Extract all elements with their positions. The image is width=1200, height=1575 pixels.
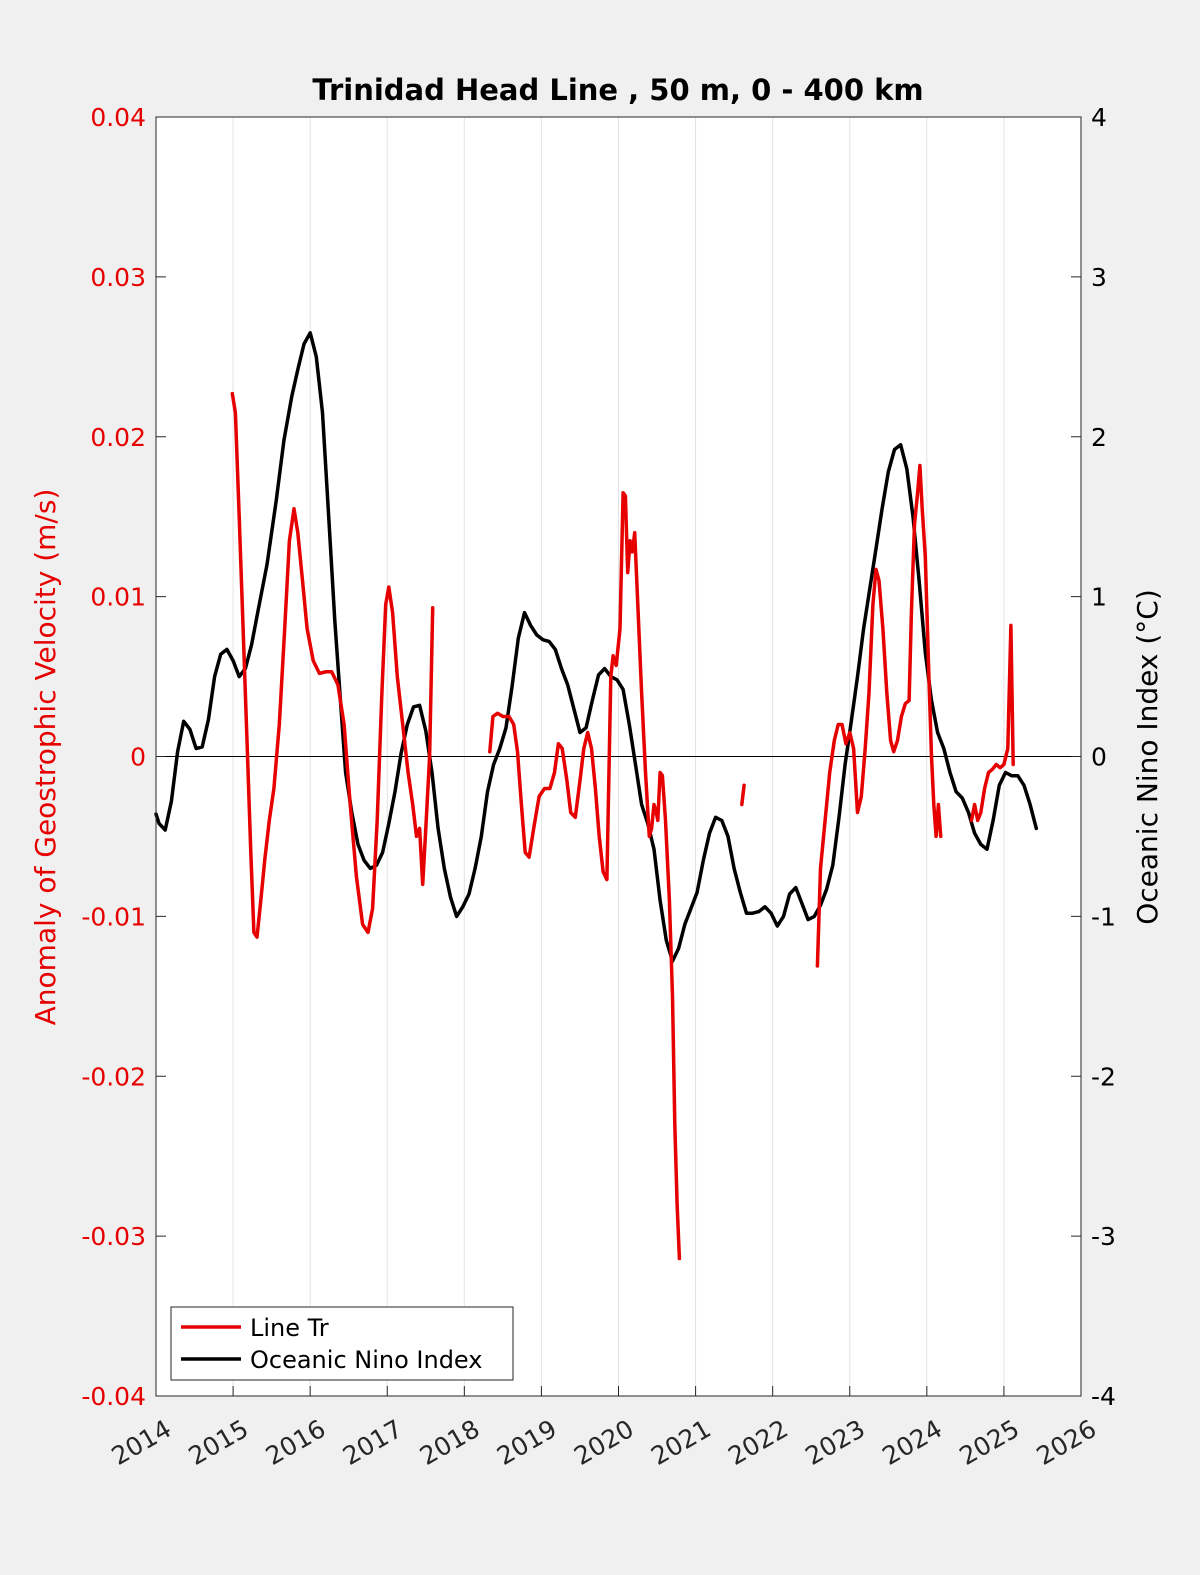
series-group [154, 331, 1039, 1261]
right-y-tick-label: 4 [1091, 103, 1107, 132]
series-line-line-tr-segment-4 [815, 463, 943, 968]
series-line-line-tr-segment-2 [488, 490, 682, 1261]
left-y-tick-label: 0.01 [90, 583, 146, 612]
left-y-tick-label: 0.04 [90, 103, 146, 132]
right-y-tick-label: 0 [1091, 743, 1107, 772]
legend-box [170, 1306, 514, 1381]
right-y-axis-label: Oceanic Nino Index (°C) [1131, 589, 1164, 925]
series-line-line-tr-segment-5 [969, 623, 1015, 823]
left-y-tick-label: 0.02 [90, 423, 146, 452]
left-y-tick-label: -0.02 [81, 1062, 146, 1091]
right-y-tick-label: 3 [1091, 263, 1107, 292]
left-y-tick-label: 0 [130, 743, 146, 772]
right-y-tick-label: -4 [1091, 1382, 1116, 1411]
right-y-tick-label: 2 [1091, 423, 1107, 452]
left-y-axis-label: Anomaly of Geostrophic Velocity (m/s) [29, 489, 62, 1026]
series-line-line-tr-segment-1 [230, 391, 435, 939]
left-y-tick-label: 0.03 [90, 263, 146, 292]
right-y-tick-label: -3 [1091, 1222, 1116, 1251]
right-y-axis-ticks: 4 3 2 1 0 -1 -2 -3 -4 [1071, 103, 1116, 1411]
legend-label-line-tr: Line Tr [250, 1314, 329, 1342]
right-y-tick-label: 1 [1091, 583, 1107, 612]
legend: Line Tr Oceanic Nino Index [170, 1306, 514, 1381]
left-y-tick-label: -0.01 [81, 902, 146, 931]
left-y-tick-label: -0.03 [81, 1222, 146, 1251]
left-y-tick-label: -0.04 [81, 1382, 146, 1411]
series-line-line-tr-segment-3 [740, 783, 746, 807]
right-y-tick-label: -1 [1091, 902, 1116, 931]
right-y-tick-label: -2 [1091, 1062, 1116, 1091]
series-line-oceanic-nino-index [154, 331, 1039, 963]
legend-label-oni: Oceanic Nino Index [250, 1346, 482, 1374]
chart-title: Trinidad Head Line , 50 m, 0 - 400 km [312, 73, 923, 107]
left-y-axis-ticks: 0.04 0.03 0.02 0.01 0 -0.01 -0.02 -0.03 -0.04 [81, 103, 166, 1411]
